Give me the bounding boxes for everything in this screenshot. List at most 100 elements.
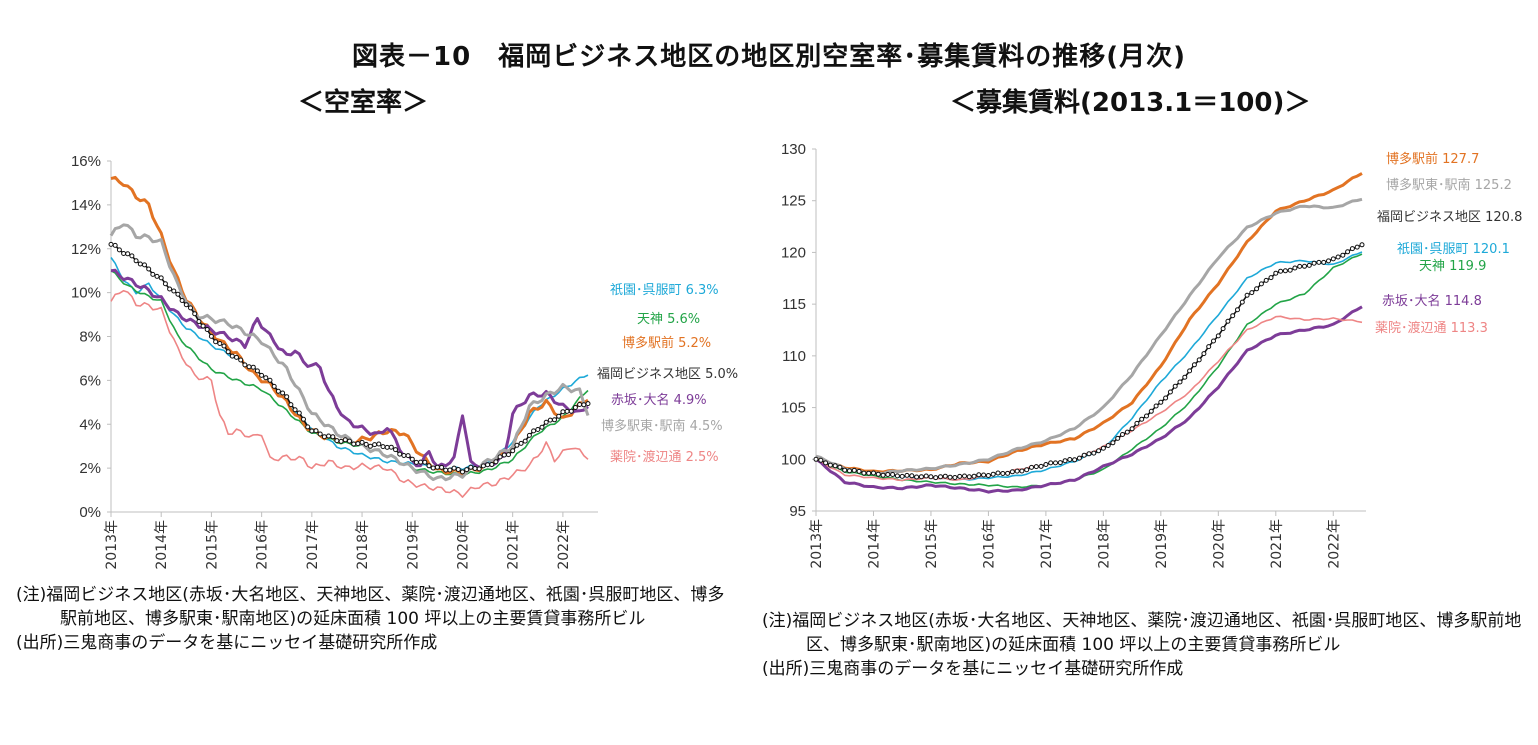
series-point-fukuoka <box>1359 242 1365 248</box>
series-point-fukuoka <box>1282 268 1288 274</box>
series-point-fukuoka <box>150 271 156 277</box>
series-point-fukuoka <box>1345 249 1351 255</box>
series-point-fukuoka <box>234 354 239 360</box>
series-point-fukuoka <box>1139 416 1145 422</box>
series-point-fukuoka <box>250 364 256 370</box>
series-point-fukuoka <box>460 469 465 475</box>
series-point-fukuoka <box>1038 463 1044 469</box>
series-point-fukuoka <box>1158 399 1164 405</box>
y-tick-label: 115 <box>782 296 806 313</box>
series-point-fukuoka <box>1009 469 1015 475</box>
series-point-fukuoka <box>342 437 348 443</box>
series-point-fukuoka <box>1254 286 1260 292</box>
series-point-fukuoka <box>347 438 352 444</box>
series-point-fukuoka <box>981 472 987 478</box>
series-point-fukuoka <box>388 444 394 450</box>
y-tick-label: 130 <box>781 141 806 158</box>
series-point-fukuoka <box>942 473 948 479</box>
series-point-fukuoka <box>1096 448 1102 454</box>
series-point-fukuoka <box>196 319 202 324</box>
series-point-fukuoka <box>552 417 557 423</box>
series-point-fukuoka <box>200 323 206 329</box>
series-point-fukuoka <box>847 468 852 474</box>
y-tick-label: 8% <box>79 329 101 346</box>
figure-title: 図表－10 福岡ビジネス地区の地区別空室率･募集賃料の推移(月次) <box>352 42 1186 72</box>
series-point-fukuoka <box>871 470 876 476</box>
x-tick-label: 2017年 <box>305 520 321 570</box>
series-point-fukuoka <box>1167 389 1173 395</box>
series-point-fukuoka <box>947 474 953 480</box>
series-label-akasaka: 赤坂･大名 4.9% <box>611 392 707 408</box>
series-point-fukuoka <box>832 463 838 469</box>
series-label-hakata_higashi: 博多駅東･駅南 125.2 <box>1386 177 1512 193</box>
x-tick-label: 2017年 <box>1039 519 1055 569</box>
series-point-fukuoka <box>1263 277 1269 283</box>
series-point-fukuoka <box>875 471 881 477</box>
series-point-fukuoka <box>885 472 891 477</box>
y-tick-label: 0% <box>79 504 101 521</box>
series-point-fukuoka <box>962 473 967 479</box>
series-point-fukuoka <box>426 463 432 469</box>
series-line-yakuin <box>110 289 589 498</box>
x-tick-label: 2019年 <box>405 520 421 570</box>
series-point-fukuoka <box>338 438 344 444</box>
series-point-fukuoka <box>1278 268 1284 274</box>
x-tick-label: 2022年 <box>556 520 572 570</box>
series-label-hakata_higashi: 博多駅東･駅南 4.5% <box>601 418 723 434</box>
series-point-fukuoka <box>823 460 829 466</box>
series-point-fukuoka <box>263 375 269 381</box>
series-point-fukuoka <box>1153 403 1159 409</box>
series-point-fukuoka <box>464 467 470 473</box>
x-tick-label: 2016年 <box>981 519 997 569</box>
y-tick-label: 120 <box>781 244 806 261</box>
series-point-fukuoka <box>468 464 474 470</box>
x-tick-label: 2015年 <box>204 520 220 570</box>
series-point-fukuoka <box>133 258 139 264</box>
series-point-fukuoka <box>497 454 503 460</box>
series-point-fukuoka <box>535 427 541 432</box>
series-point-fukuoka <box>568 408 574 414</box>
series-point-fukuoka <box>1239 299 1245 305</box>
series-point-fukuoka <box>856 468 862 474</box>
series-point-fukuoka <box>1134 420 1140 426</box>
series-point-fukuoka <box>242 362 248 368</box>
rent-note: (注)福岡ビジネス地区(赤坂･大名地区、天神地区、薬院･渡辺通地区、祇園･呉服町… <box>762 611 1522 655</box>
series-point-fukuoka <box>116 247 122 253</box>
y-tick-label: 16% <box>71 153 101 170</box>
series-point-fukuoka <box>154 273 160 279</box>
series-line-gion <box>815 251 1363 482</box>
series-line-hakata_higashi <box>815 197 1363 475</box>
series-point-fukuoka <box>1086 451 1092 457</box>
x-tick-label: 2014年 <box>866 519 882 569</box>
series-point-fukuoka <box>1048 460 1054 466</box>
series-point-fukuoka <box>305 424 311 430</box>
series-point-fukuoka <box>1349 246 1355 252</box>
series-point-fukuoka <box>1354 244 1360 250</box>
series-line-akasaka <box>815 305 1363 494</box>
series-point-fukuoka <box>1230 313 1236 319</box>
series-point-fukuoka <box>866 470 872 476</box>
series-point-fukuoka <box>376 441 382 447</box>
series-label-tenjin: 天神 5.6% <box>637 312 700 327</box>
series-point-fukuoka <box>259 372 265 378</box>
series-point-fukuoka <box>842 467 848 473</box>
rent-subtitle: ＜募集賃料(2013.1＝100)＞ <box>950 88 1311 118</box>
series-point-fukuoka <box>581 402 587 408</box>
series-point-fukuoka <box>355 441 361 447</box>
y-tick-label: 125 <box>781 193 806 210</box>
series-line-akasaka <box>110 268 589 469</box>
series-point-fukuoka <box>162 281 168 287</box>
series-point-fukuoka <box>229 353 235 359</box>
series-point-fukuoka <box>985 473 991 478</box>
series-point-fukuoka <box>899 473 905 479</box>
series-point-fukuoka <box>1316 259 1322 265</box>
series-point-fukuoka <box>813 456 819 462</box>
series-point-fukuoka <box>1273 270 1279 276</box>
series-label-yakuin: 薬院･渡辺通 2.5% <box>610 449 719 465</box>
series-point-fukuoka <box>208 333 214 339</box>
series-point-fukuoka <box>1249 290 1255 296</box>
series-point-fukuoka <box>1306 262 1312 268</box>
x-tick-label: 2013年 <box>809 519 825 569</box>
series-point-fukuoka <box>1258 281 1264 287</box>
series-point-fukuoka <box>213 339 219 345</box>
